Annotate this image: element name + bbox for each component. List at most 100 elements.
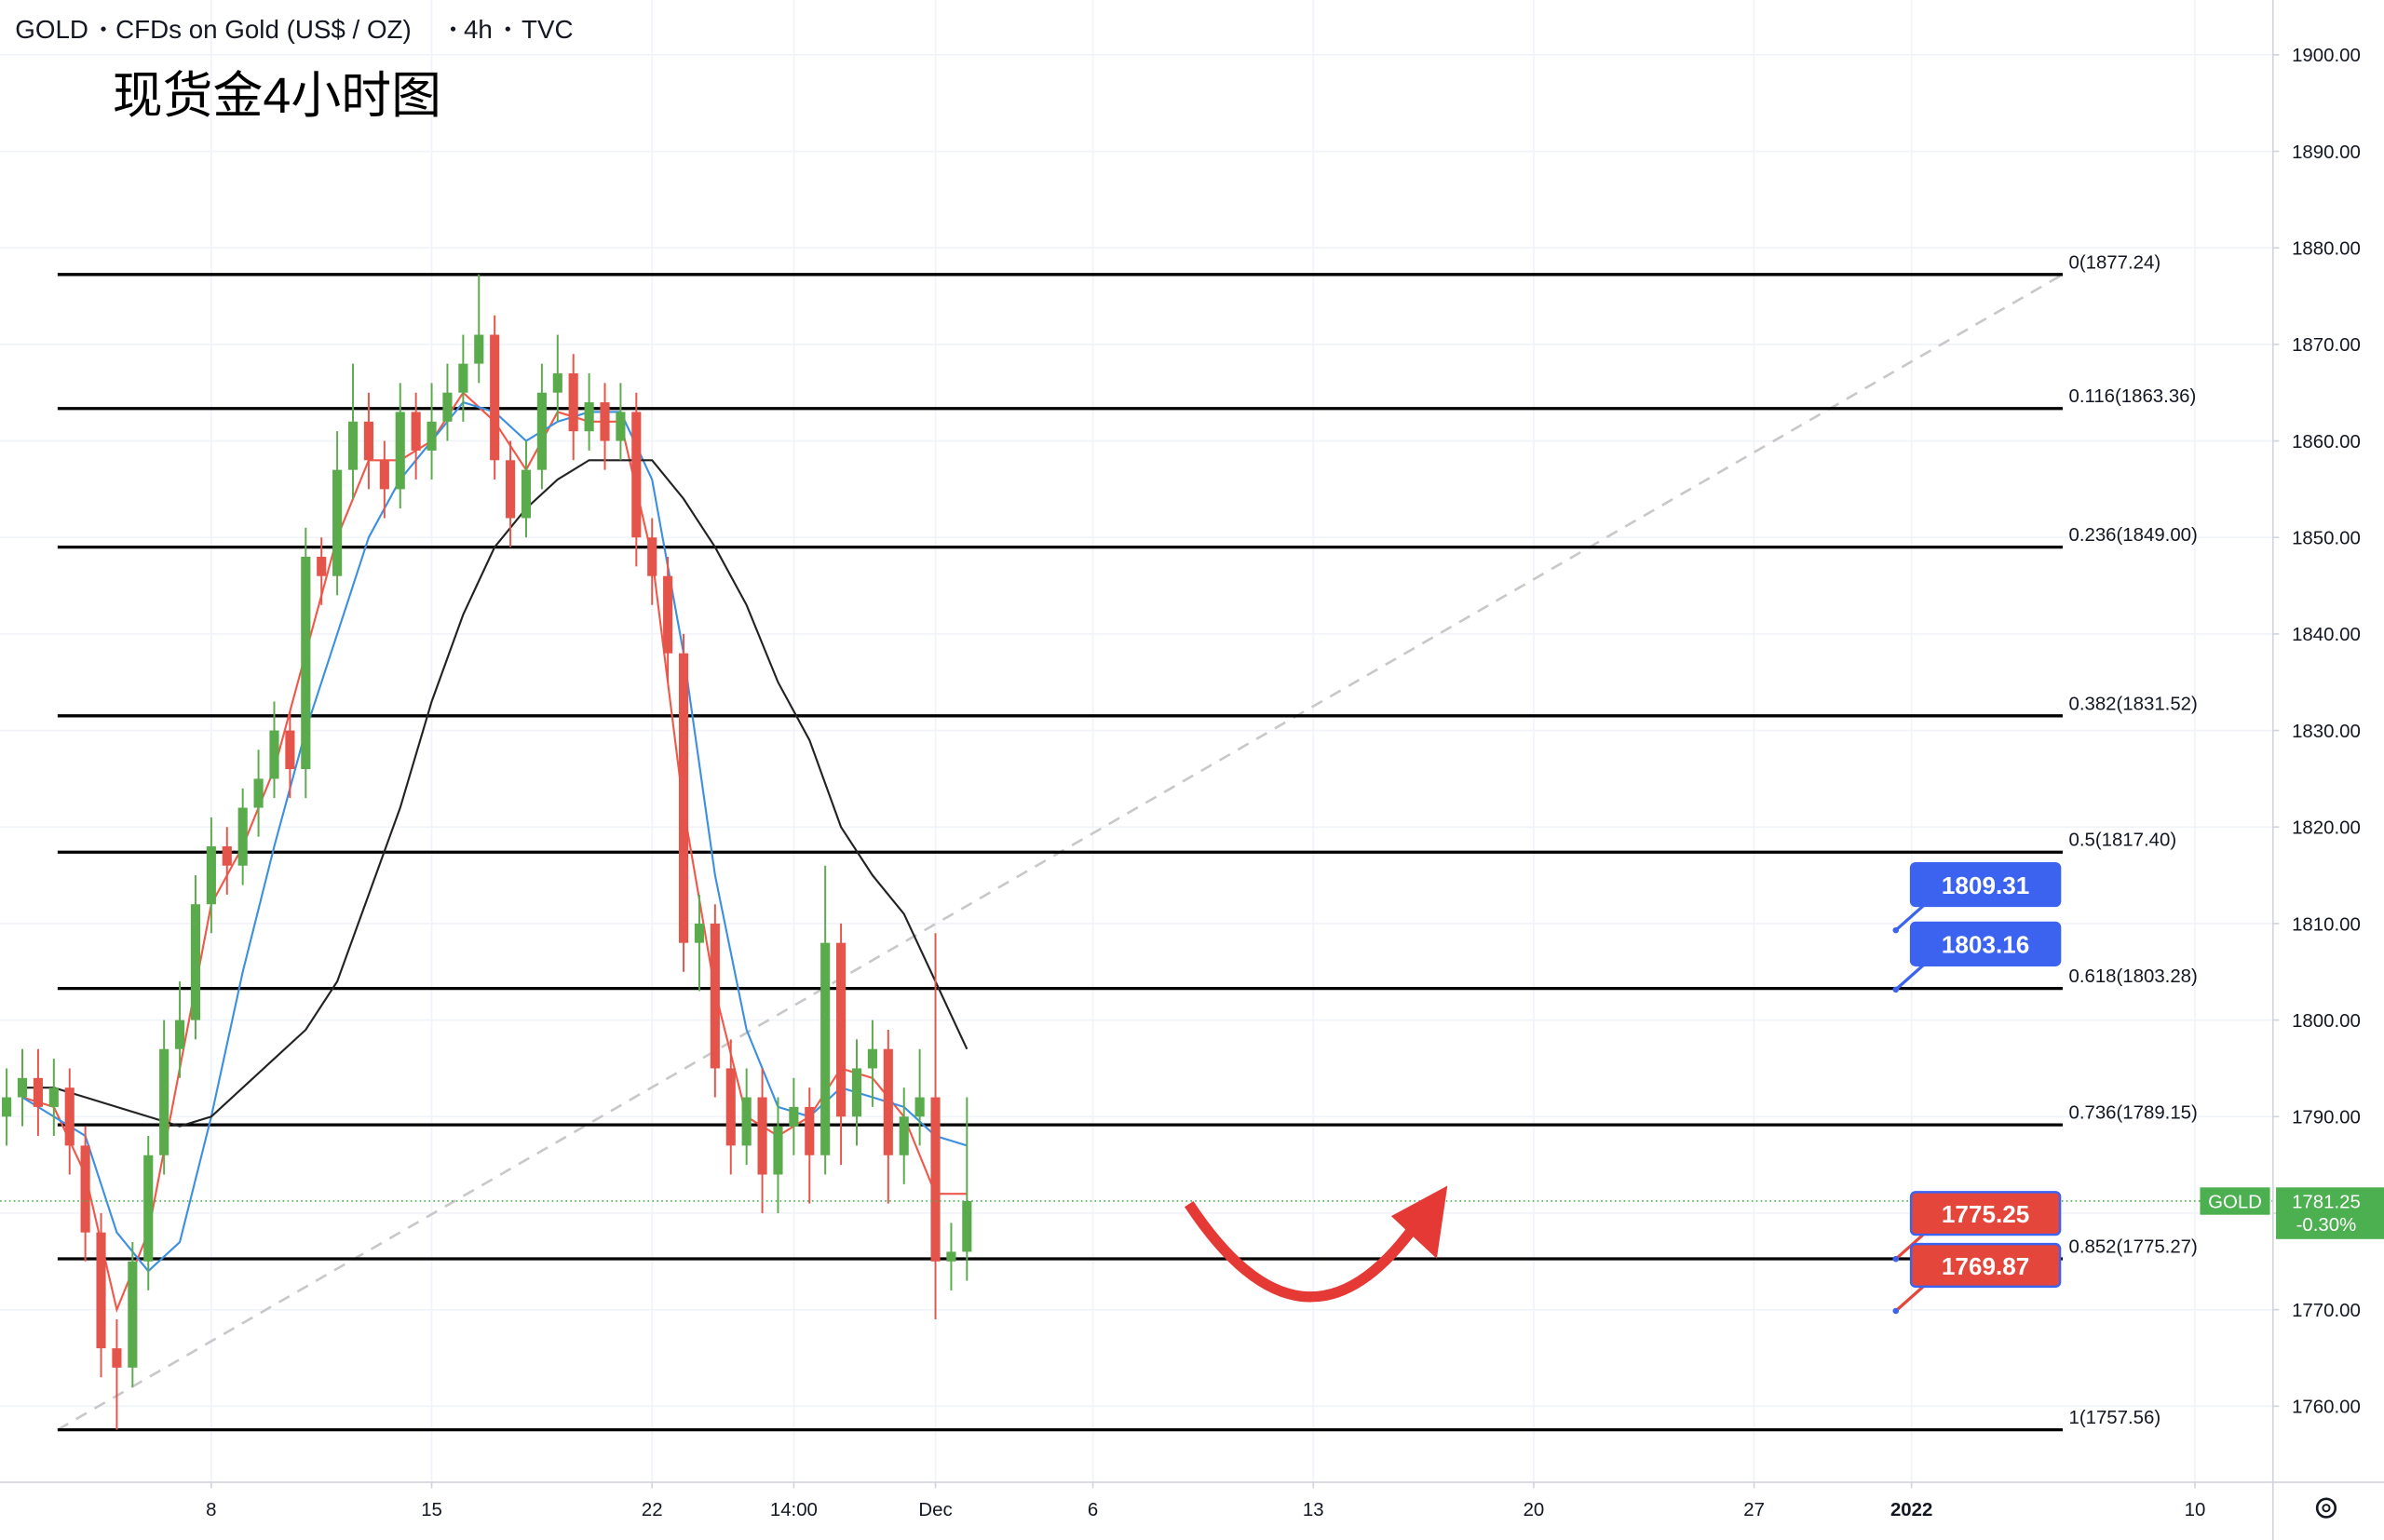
interval: 4h	[464, 15, 493, 44]
candle-body	[285, 730, 295, 770]
candle-body	[442, 392, 453, 422]
moving-average	[21, 459, 968, 1128]
fib-label: 0.736(1789.15)	[2068, 1103, 2197, 1124]
note-pointer	[1894, 1285, 1925, 1313]
candle-body	[48, 1087, 59, 1107]
candle-body	[584, 402, 594, 432]
last-price-box	[2276, 1187, 2384, 1239]
fib-label: 0.236(1849.00)	[2068, 525, 2197, 546]
note-label: 1809.31	[1942, 871, 2029, 899]
fib-label: 0.382(1831.52)	[2068, 694, 2197, 714]
note-box	[1909, 1242, 2062, 1289]
candle-body	[867, 1048, 877, 1069]
source: TVC	[522, 15, 574, 44]
separator	[450, 26, 456, 32]
fib-label: 0.618(1803.28)	[2068, 966, 2197, 987]
description: CFDs on Gold (US$ / OZ)	[115, 15, 412, 44]
candle-body	[17, 1077, 28, 1098]
candle-body	[347, 421, 359, 470]
candle-body	[883, 1048, 893, 1155]
note-anchor	[1892, 986, 1900, 993]
candle-body	[301, 556, 311, 770]
candle-body	[64, 1087, 74, 1146]
note-anchor	[1892, 926, 1900, 934]
candle-body	[616, 412, 626, 441]
candle-body	[33, 1077, 43, 1107]
y-tick-label: 1810.00	[2292, 914, 2361, 935]
candle-body	[395, 412, 405, 490]
separator	[505, 26, 510, 32]
y-tick-label: 1830.00	[2292, 722, 2361, 742]
x-tick-label: 22	[642, 1500, 663, 1520]
candle-body	[332, 469, 343, 576]
candle-body	[128, 1261, 138, 1368]
x-tick-label: 10	[2185, 1500, 2206, 1520]
y-tick-label: 1870.00	[2292, 335, 2361, 356]
last-price: 1781.25	[2292, 1192, 2361, 1212]
gear-center[interactable]	[2322, 1504, 2331, 1513]
y-tick-label: 1880.00	[2292, 239, 2361, 260]
candle-body	[474, 334, 484, 364]
candle-body	[96, 1232, 106, 1349]
candle-body	[80, 1145, 90, 1233]
candle-body	[962, 1200, 972, 1252]
x-tick-label: 27	[1743, 1500, 1765, 1520]
candle-body	[490, 334, 500, 461]
x-tick-label: 14:00	[770, 1500, 818, 1520]
fib-label: 1(1757.56)	[2068, 1408, 2160, 1428]
candle-body	[159, 1048, 169, 1155]
last-change: -0.30%	[2296, 1215, 2357, 1236]
y-tick-label: 1860.00	[2292, 432, 2361, 453]
last-name: GOLD	[2208, 1192, 2262, 1212]
candle-body	[851, 1068, 862, 1117]
x-tick-label: 20	[1524, 1500, 1545, 1520]
y-tick-label: 1760.00	[2292, 1398, 2361, 1418]
y-tick-label: 1900.00	[2292, 46, 2361, 66]
candle-body	[568, 372, 578, 432]
candle-body	[206, 845, 216, 905]
candle-body	[269, 730, 279, 779]
y-tick-label: 1890.00	[2292, 142, 2361, 163]
candle-body	[222, 845, 232, 866]
candle-body	[678, 653, 689, 943]
gear[interactable]	[2315, 1497, 2337, 1519]
y-tick-label: 1770.00	[2292, 1301, 2361, 1321]
note-box	[1909, 921, 2062, 966]
candle-body	[317, 556, 327, 576]
note-label: 1769.87	[1942, 1252, 2029, 1280]
candle-body	[710, 923, 720, 1069]
x-tick-label: 15	[421, 1500, 442, 1520]
candle-body	[379, 460, 389, 490]
note-pointer	[1894, 1233, 1925, 1261]
candle-body	[820, 942, 831, 1155]
candle-body	[253, 778, 264, 808]
candle-body	[773, 1126, 783, 1175]
note-anchor	[1892, 1307, 1900, 1315]
candle-body	[946, 1251, 956, 1262]
candle-body	[647, 537, 657, 576]
plot-area: 0(1877.24) 0.116(1863.36) 0.236(1849.00) 0.…	[0, 252, 2273, 1432]
note-label: 1775.25	[1942, 1200, 2029, 1228]
candle-body	[805, 1106, 815, 1155]
candle-body	[836, 942, 847, 1117]
candle-body	[600, 402, 610, 441]
fib-label: 0.852(1775.27)	[2068, 1236, 2197, 1257]
last-name-box	[2200, 1187, 2270, 1215]
candle-body	[458, 363, 468, 393]
candle-body	[363, 421, 373, 461]
annotation-arrowhead	[1390, 1185, 1448, 1259]
candle-body	[757, 1097, 767, 1175]
x-tick-label: 6	[1088, 1500, 1098, 1520]
candle-body	[143, 1155, 154, 1262]
candle-body	[930, 1097, 941, 1262]
note-pointer	[1894, 904, 1925, 932]
note-label: 1803.16	[1942, 931, 2029, 959]
chart-title: 现货金4小时图	[113, 68, 441, 124]
candle-body	[789, 1106, 799, 1127]
candle-body	[631, 412, 642, 538]
candle-body	[506, 460, 516, 519]
settings-icon[interactable]	[2315, 1497, 2337, 1519]
candle-body	[663, 575, 673, 654]
y-tick-label: 1820.00	[2292, 818, 2361, 839]
